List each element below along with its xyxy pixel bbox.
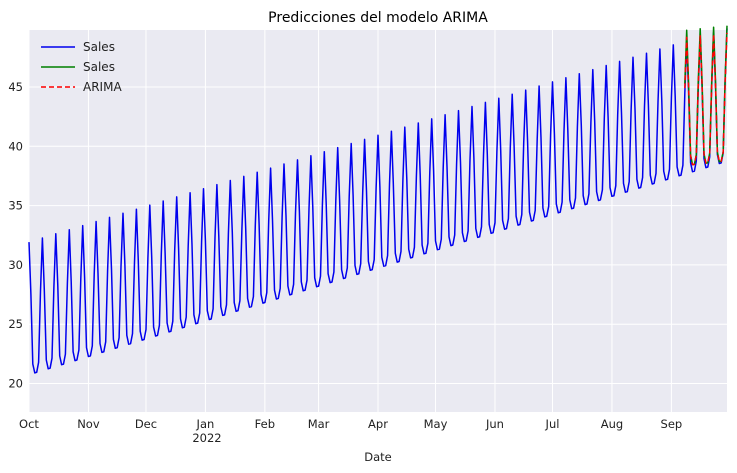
x-tick-label: Jan: [196, 417, 215, 431]
x-tick-label: Dec: [135, 417, 157, 431]
y-tick-label: 35: [8, 199, 23, 213]
legend-label: ARIMA: [83, 80, 122, 94]
x-tick-label: Nov: [77, 417, 100, 431]
y-tick-labels: 20 25 30 35 40 45: [8, 80, 23, 391]
x-tick-label: Aug: [601, 417, 623, 431]
y-tick-label: 25: [8, 317, 23, 331]
y-tick-label: 40: [8, 139, 23, 153]
chart-title: Predicciones del modelo ARIMA: [268, 10, 488, 26]
x-tick-label: May: [424, 417, 448, 431]
x-tick-label: Oct: [19, 417, 39, 431]
legend: Sales Sales ARIMA: [41, 40, 122, 94]
series-line-3: [684, 32, 728, 166]
x-year-label: 2022: [192, 431, 221, 445]
y-tick-label: 45: [8, 80, 23, 94]
series-line-1: [28, 28, 728, 374]
x-tick-label: Feb: [255, 417, 275, 431]
x-tick-label: Mar: [308, 417, 330, 431]
legend-label: Sales: [83, 60, 115, 74]
x-axis-label: Date: [364, 450, 392, 464]
x-tick-labels: Oct Nov Dec Jan Feb Mar Apr May Jun Jul Aug Sep: [19, 417, 682, 431]
y-tick-label: 30: [8, 258, 23, 272]
x-tick-label: Jun: [485, 417, 504, 431]
x-tick-label: Sep: [661, 417, 683, 431]
x-tick-label: Jul: [545, 417, 560, 431]
legend-label: Sales: [83, 40, 115, 54]
x-tick-label: Apr: [368, 417, 388, 431]
y-tick-label: 20: [8, 377, 23, 391]
series-layer: [28, 25, 728, 374]
